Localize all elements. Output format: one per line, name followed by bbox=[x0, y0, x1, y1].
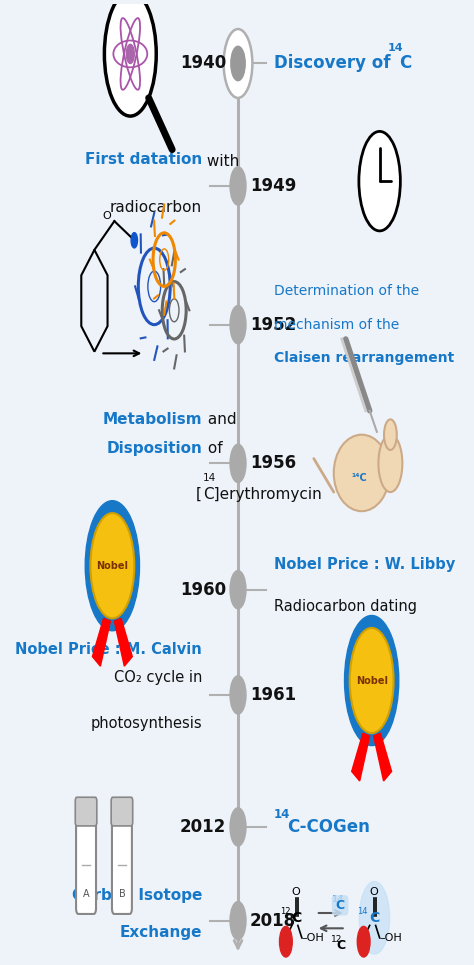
Circle shape bbox=[359, 131, 401, 231]
Text: Claisen rearrangement: Claisen rearrangement bbox=[274, 351, 454, 366]
Text: 1949: 1949 bbox=[250, 177, 296, 195]
Text: First datation: First datation bbox=[85, 152, 202, 167]
Text: radiocarbon: radiocarbon bbox=[110, 201, 202, 215]
Text: 14: 14 bbox=[388, 43, 403, 53]
FancyBboxPatch shape bbox=[76, 807, 96, 914]
Circle shape bbox=[85, 501, 139, 631]
Text: 1961: 1961 bbox=[250, 686, 296, 703]
Circle shape bbox=[359, 881, 390, 954]
Circle shape bbox=[91, 513, 134, 619]
Text: 14: 14 bbox=[203, 473, 216, 482]
Text: ¹⁴C: ¹⁴C bbox=[352, 473, 367, 482]
Text: O: O bbox=[369, 887, 378, 896]
Text: O: O bbox=[103, 211, 111, 221]
Circle shape bbox=[231, 46, 245, 81]
Ellipse shape bbox=[334, 434, 390, 511]
Text: 12: 12 bbox=[280, 906, 290, 916]
Text: C: C bbox=[336, 898, 345, 912]
Text: 14: 14 bbox=[274, 808, 290, 821]
Text: A: A bbox=[83, 889, 90, 898]
Text: –OH: –OH bbox=[302, 933, 325, 943]
Text: photosynthesis: photosynthesis bbox=[91, 716, 202, 731]
Circle shape bbox=[230, 901, 246, 940]
Text: Discovery of: Discovery of bbox=[274, 54, 396, 72]
Text: C: C bbox=[400, 54, 412, 72]
Circle shape bbox=[131, 233, 137, 248]
Text: 14: 14 bbox=[357, 906, 368, 916]
Text: 2018: 2018 bbox=[250, 912, 296, 929]
Text: 1960: 1960 bbox=[180, 581, 226, 598]
Text: with: with bbox=[202, 153, 239, 169]
Text: O: O bbox=[292, 887, 300, 896]
Text: and: and bbox=[203, 412, 237, 427]
FancyBboxPatch shape bbox=[111, 797, 133, 826]
Text: 14: 14 bbox=[331, 896, 343, 904]
Text: 1940: 1940 bbox=[180, 54, 226, 72]
Polygon shape bbox=[374, 733, 392, 781]
Text: Determination of the: Determination of the bbox=[274, 284, 419, 298]
Circle shape bbox=[230, 570, 246, 609]
Circle shape bbox=[280, 926, 292, 957]
Text: B: B bbox=[118, 889, 125, 898]
Circle shape bbox=[230, 808, 246, 846]
Text: Nobel: Nobel bbox=[356, 676, 388, 685]
Circle shape bbox=[350, 628, 393, 733]
Text: 1952: 1952 bbox=[250, 316, 296, 334]
Text: C: C bbox=[292, 911, 302, 924]
Polygon shape bbox=[352, 733, 370, 781]
Circle shape bbox=[224, 29, 252, 97]
Circle shape bbox=[230, 676, 246, 714]
Circle shape bbox=[345, 616, 399, 746]
Text: [: [ bbox=[196, 487, 202, 503]
Text: Metabolism: Metabolism bbox=[102, 412, 202, 427]
FancyBboxPatch shape bbox=[112, 807, 132, 914]
FancyBboxPatch shape bbox=[75, 797, 97, 826]
Circle shape bbox=[357, 926, 370, 957]
Circle shape bbox=[230, 444, 246, 482]
Text: Radiocarbon dating: Radiocarbon dating bbox=[274, 599, 417, 614]
Text: CO₂ cycle in: CO₂ cycle in bbox=[114, 671, 202, 685]
Text: Nobel Price : M. Calvin: Nobel Price : M. Calvin bbox=[15, 642, 202, 656]
Circle shape bbox=[384, 420, 397, 450]
Text: C: C bbox=[369, 911, 380, 924]
Polygon shape bbox=[114, 619, 132, 666]
Text: 12: 12 bbox=[331, 935, 342, 945]
Text: of: of bbox=[203, 441, 222, 455]
Polygon shape bbox=[92, 619, 110, 666]
Text: mechanism of the: mechanism of the bbox=[274, 317, 399, 332]
Circle shape bbox=[378, 434, 402, 492]
Text: C-COGen: C-COGen bbox=[287, 818, 370, 836]
Text: Exchange: Exchange bbox=[119, 925, 202, 941]
Circle shape bbox=[104, 0, 156, 116]
Text: –OH: –OH bbox=[380, 933, 402, 943]
Text: Disposition: Disposition bbox=[106, 441, 202, 455]
Text: C: C bbox=[337, 939, 346, 952]
Text: Carbon Isotope: Carbon Isotope bbox=[72, 889, 202, 903]
Text: Nobel Price : W. Libby: Nobel Price : W. Libby bbox=[274, 558, 455, 572]
Text: 2012: 2012 bbox=[180, 818, 226, 836]
Circle shape bbox=[230, 306, 246, 344]
Text: C]erythromycin: C]erythromycin bbox=[203, 487, 322, 503]
Circle shape bbox=[127, 44, 134, 64]
Text: Nobel: Nobel bbox=[96, 561, 128, 570]
Circle shape bbox=[230, 167, 246, 206]
Text: 1956: 1956 bbox=[250, 455, 296, 472]
